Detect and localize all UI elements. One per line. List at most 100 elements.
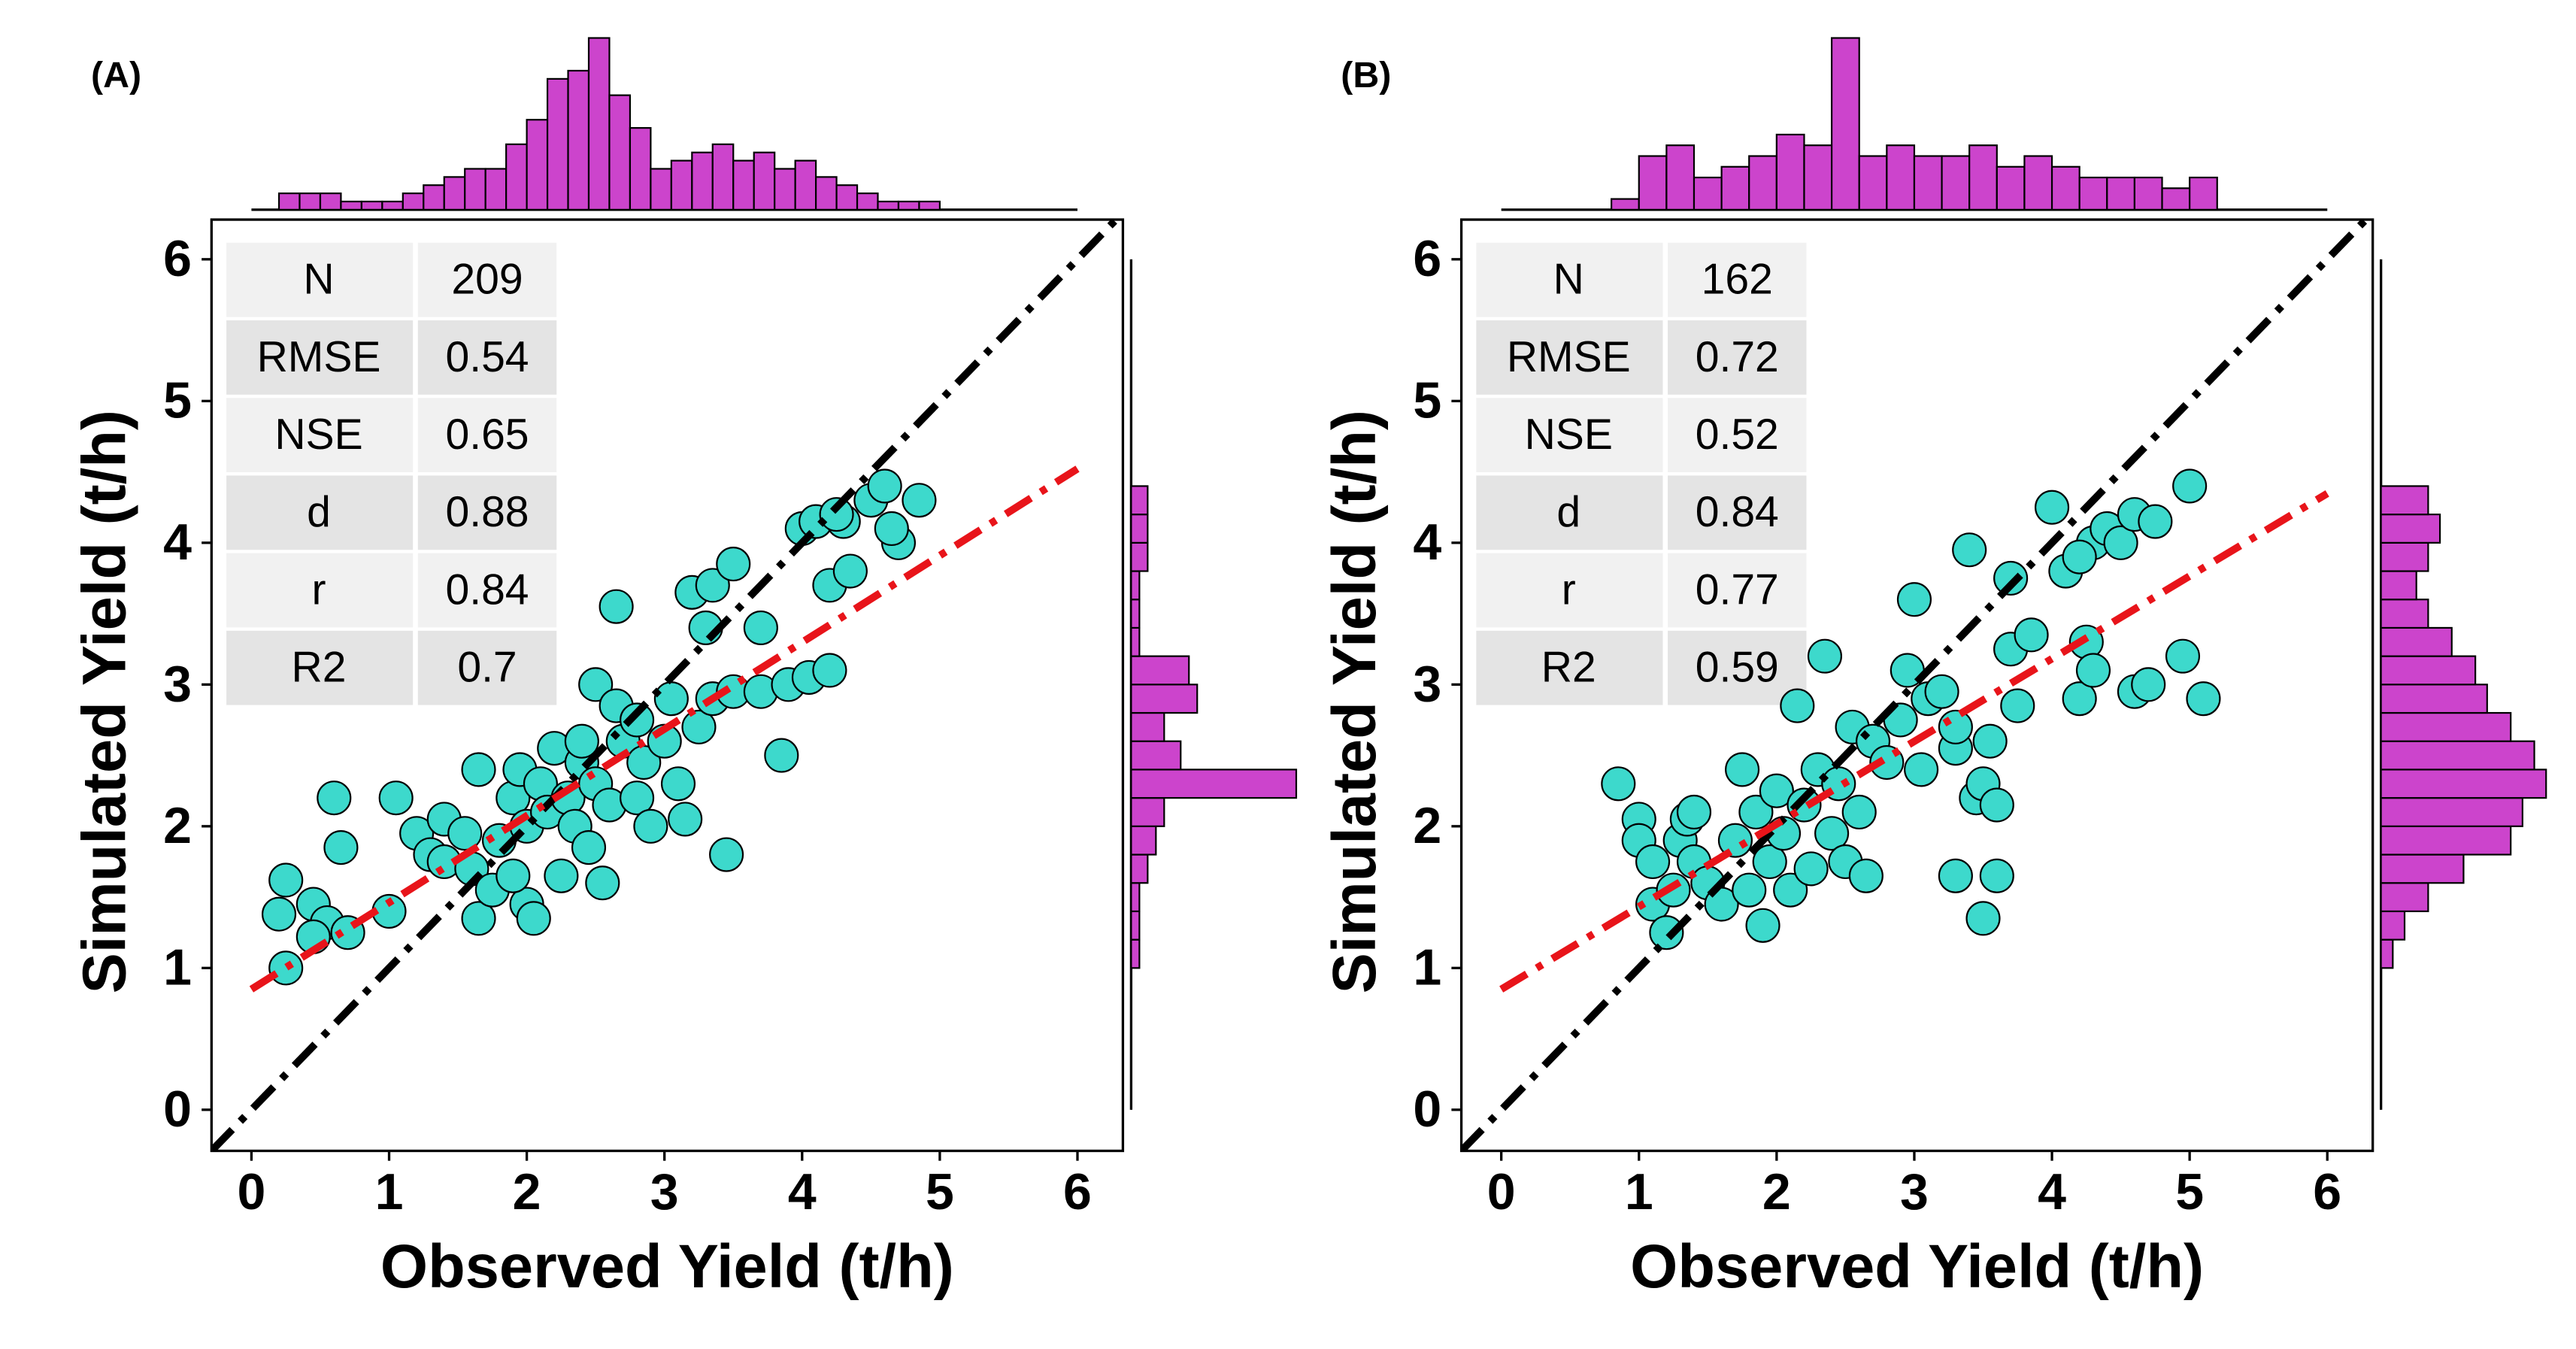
- point: [695, 568, 730, 603]
- point: [2062, 539, 2097, 574]
- hist-bar: [2078, 176, 2108, 211]
- point: [564, 723, 599, 759]
- point: [681, 709, 717, 744]
- point: [268, 862, 304, 898]
- table-cell: [1668, 553, 1807, 628]
- point: [1965, 901, 2001, 936]
- table-value: 209: [451, 256, 523, 304]
- hist-bar: [587, 37, 611, 211]
- y-tick-label: 6: [1413, 230, 1441, 287]
- table-cell: [417, 242, 557, 317]
- hist-bar: [918, 200, 941, 211]
- table-cell: [1668, 242, 1807, 317]
- table-cell: [417, 630, 557, 705]
- panel-label: (A): [91, 55, 141, 95]
- point: [874, 511, 909, 547]
- point: [2138, 504, 2173, 539]
- hist-bar: [1913, 155, 1943, 211]
- table-value: 0.52: [1696, 411, 1779, 459]
- hist-bar: [1130, 626, 1141, 657]
- table-cell: [226, 475, 414, 550]
- point: [1601, 766, 1636, 802]
- table-value: 0.77: [1696, 565, 1779, 614]
- x-tick-label: 0: [1487, 1163, 1516, 1220]
- hist-bar: [443, 176, 466, 211]
- point: [660, 766, 696, 802]
- hist-bar: [381, 200, 404, 211]
- table-cell: [226, 320, 414, 395]
- table-value: 0.54: [445, 333, 529, 381]
- hist-bar: [774, 168, 796, 211]
- point: [2131, 667, 2166, 702]
- table-name: NSE: [274, 411, 362, 459]
- table-cell: [226, 242, 414, 317]
- x-tick-label: 3: [1900, 1163, 1929, 1220]
- table-cell: [417, 475, 557, 550]
- point: [2172, 468, 2208, 504]
- hist-bar: [732, 159, 755, 211]
- hist-bar: [2380, 541, 2429, 572]
- x-axis-title: Observed Yield (t/h): [380, 1232, 954, 1301]
- point: [832, 553, 868, 589]
- point: [716, 547, 751, 582]
- table-name: r: [312, 565, 326, 614]
- table-cell: [1668, 398, 1807, 473]
- point: [1732, 872, 1767, 908]
- hist-bar: [877, 200, 900, 211]
- hist-bar: [1941, 155, 1971, 211]
- point: [812, 653, 847, 688]
- point: [1993, 560, 2029, 596]
- table-cell: [1476, 242, 1663, 317]
- hist-bar: [1130, 797, 1165, 827]
- point: [1773, 872, 1808, 908]
- point: [1896, 582, 1932, 617]
- hist-bar: [1803, 144, 1833, 211]
- point: [461, 901, 496, 936]
- hist-bar: [1611, 198, 1640, 211]
- hist-bar: [691, 151, 714, 211]
- table-name: d: [1556, 488, 1580, 536]
- hist-bar: [2380, 485, 2429, 516]
- point: [2186, 681, 2221, 717]
- point: [1793, 851, 1829, 887]
- hist-bar: [2133, 176, 2163, 211]
- hist-bar: [1130, 655, 1190, 686]
- hist-bar: [402, 192, 425, 211]
- hist-bar: [340, 200, 362, 211]
- hist-bar: [2023, 155, 2053, 211]
- hist-bar: [2380, 599, 2429, 629]
- point: [902, 483, 937, 518]
- hist-bar: [1130, 938, 1141, 969]
- point: [620, 781, 655, 816]
- point: [447, 816, 483, 851]
- table-name: R2: [1541, 644, 1596, 692]
- hist-bar: [2380, 626, 2453, 657]
- table-cell: [1476, 398, 1663, 473]
- hist-bar: [1130, 684, 1199, 714]
- point: [1649, 915, 1684, 950]
- hist-bar: [2380, 910, 2406, 941]
- hist-bar: [2380, 768, 2547, 799]
- hist-bar: [1858, 155, 1888, 211]
- x-tick-label: 0: [237, 1163, 265, 1220]
- table-name: r: [1562, 565, 1576, 614]
- hist-bar: [464, 168, 486, 211]
- point: [2000, 688, 2035, 723]
- table-value: 162: [1702, 256, 1773, 304]
- hist-bar: [2380, 570, 2417, 601]
- table-cell: [417, 553, 557, 628]
- point: [516, 901, 551, 936]
- point: [323, 830, 359, 865]
- y-tick-label: 6: [163, 230, 192, 287]
- point: [2062, 681, 2097, 717]
- hist-bar: [1130, 541, 1149, 572]
- point: [599, 589, 634, 624]
- table-name: N: [303, 256, 334, 304]
- one-to-one-line: [211, 220, 1122, 1151]
- point: [2034, 490, 2070, 525]
- y-axis-title: Simulated Yield (t/h): [71, 410, 139, 993]
- regression-line: [1499, 490, 2329, 993]
- point: [1635, 844, 1671, 880]
- panel: (B) 0 1 2 3 4 5 6 0 1 2 3 4 5 6 Observed Yield (t/h) Sim…: [1320, 37, 2547, 1301]
- point: [819, 497, 854, 532]
